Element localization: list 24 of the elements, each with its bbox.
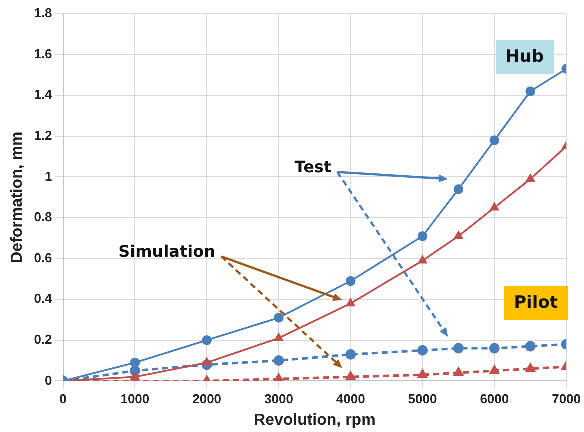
x-axis-title: Revolution, rpm — [254, 412, 376, 429]
y-tick-label: 0.2 — [34, 332, 52, 347]
annotation: Test — [294, 157, 332, 176]
y-tick-label: 1.4 — [34, 87, 54, 102]
y-tick-label: 1.2 — [34, 128, 52, 143]
x-tick-label: 3000 — [264, 392, 294, 407]
y-tick-label: 0.4 — [34, 291, 54, 306]
y-tick-label: 1 — [45, 168, 52, 184]
x-tick-label: 7000 — [552, 392, 581, 407]
annotation: Pilot — [504, 286, 568, 320]
x-tick-label: 4000 — [336, 392, 366, 407]
x-tick-label: 1000 — [120, 392, 150, 407]
annotation: Simulation — [118, 242, 216, 261]
y-tick-label: 0 — [45, 372, 52, 388]
y-tick-label: 1.6 — [34, 46, 52, 62]
x-tick-label: 5000 — [408, 392, 438, 407]
x-tick-label: 6000 — [480, 392, 510, 407]
x-tick-label: 2000 — [192, 392, 222, 407]
y-tick-label: 0.8 — [34, 210, 52, 225]
y-tick-label: 0.6 — [34, 250, 52, 266]
y-axis-title: Deformation, mm — [9, 132, 26, 264]
annotation: Hub — [496, 40, 554, 74]
y-tick-label: 1.8 — [34, 6, 52, 21]
x-tick-label: 0 — [60, 392, 67, 407]
